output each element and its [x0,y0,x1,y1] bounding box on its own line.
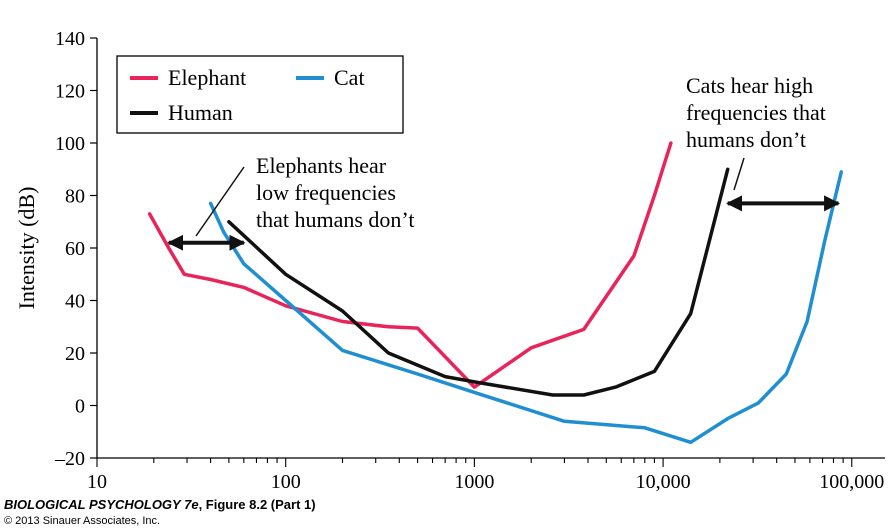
legend-label-cat: Cat [334,65,365,90]
series-line-human [227,167,730,397]
y-tick-label: –20 [54,448,85,470]
y-tick-label: 0 [75,396,85,418]
caption-figure-ref: , Figure 8.2 (Part 1) [198,497,316,512]
y-tick-label: 140 [55,28,85,50]
axes: –20 0 20 40 60 80 100 120 140 10 100 1000 10,000 100,… [14,28,885,493]
y-tick-label: 60 [65,238,85,260]
annotation-cat-line-2: frequencies that [686,100,826,125]
y-tick-label: 120 [55,81,85,103]
x-tick-label: 100 [271,471,301,493]
copyright-notice: © 2013 Sinauer Associates, Inc. [4,515,161,527]
legend: Elephant Cat Human [116,55,404,134]
x-tick-label: 10,000 [636,471,691,493]
annotation-elephant-line-2: low frequencies [256,180,396,205]
x-tick-label: 1000 [454,471,494,493]
annotation-cat-line-1: Cats hear high [686,73,813,98]
annotation-cat-line-3: humans don’t [686,127,806,152]
series-line-elephant [147,141,673,389]
y-tick-label: 100 [55,133,85,155]
annotation-elephant-line-3: that humans don’t [256,207,414,232]
x-tick-label: 100,000 [819,471,884,493]
y-tick-label: 80 [65,186,85,208]
series-layer [147,141,844,445]
y-axis-title: Intensity (dB) [14,187,39,310]
series-line-cat [208,170,844,445]
annotation-cat-leader [733,157,745,191]
x-tick-label: 10 [87,471,107,493]
caption-title: BIOLOGICAL PSYCHOLOGY 7e [4,497,199,512]
annotations: Elephants hear low frequencies that huma… [167,73,841,251]
legend-box [116,55,404,134]
annotation-elephant-leader [195,166,245,237]
legend-label-human: Human [168,100,233,125]
y-tick-label: 20 [65,343,85,365]
legend-label-elephant: Elephant [168,65,246,90]
figure-caption: BIOLOGICAL PSYCHOLOGY 7e, Figure 8.2 (Pa… [4,497,316,512]
annotation-elephant-line-1: Elephants hear [256,153,387,178]
y-tick-label: 40 [65,291,85,313]
